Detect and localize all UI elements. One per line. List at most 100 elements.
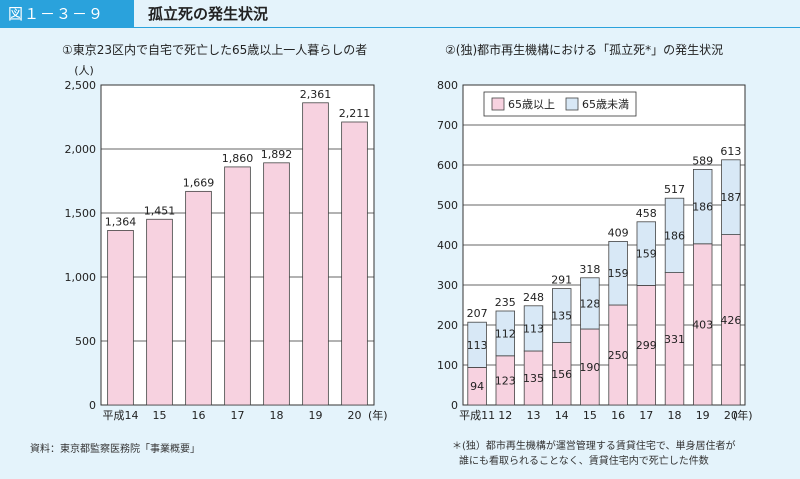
chart1-bar (185, 190, 212, 406)
chart1-bar (341, 121, 368, 406)
chart2-value-label-65-over: 426 (720, 314, 741, 327)
chart1-ytick-label: 500 (75, 335, 96, 348)
chart2-value-label-65-under: 135 (551, 310, 572, 323)
chart2-bar-65-under (551, 288, 572, 344)
chart2-value-label-65-under: 112 (495, 327, 516, 340)
chart2-value-label-65-over: 94 (470, 380, 484, 393)
chart2-bar-65-under (636, 221, 657, 286)
chart2-total-label: 207 (467, 307, 488, 320)
chart2-total-label: 613 (720, 145, 741, 158)
chart2-xtick-label: 20 (724, 409, 738, 422)
chart2-value-label-65-over: 156 (551, 368, 572, 381)
chart1-ytick-label: 2,500 (65, 79, 97, 92)
chart2-xtick-label: 14 (555, 409, 569, 422)
chart1-xtick-label: 19 (309, 409, 323, 422)
chart1-xunit: (年) (368, 408, 388, 422)
chart2-value-label-65-under: 128 (579, 297, 600, 310)
chart2-value-label-65-over: 331 (664, 333, 685, 346)
chart2-value-label-65-over: 403 (692, 318, 713, 331)
chart2-value-label-65-over: 190 (579, 361, 600, 374)
chart2-value-label-65-over: 299 (636, 339, 657, 352)
chart2-legend-swatch-65-under (565, 97, 579, 111)
chart1-value-label: 2,211 (339, 107, 371, 120)
chart1-xtick-label: 16 (192, 409, 206, 422)
chart2-ytick-label: 100 (437, 359, 458, 372)
chart1-value-label: 2,361 (300, 88, 332, 101)
chart2-value-label-65-over: 250 (608, 349, 629, 362)
chart1-ytick-label: 1,000 (65, 271, 97, 284)
figure-header: 図１－３－９ 孤立死の発生状況 (0, 0, 800, 28)
chart2-xtick-label: 19 (696, 409, 710, 422)
chart1-value-label: 1,860 (222, 152, 254, 165)
chart1-xtick-label: 18 (270, 409, 284, 422)
chart1-ytick-label: 2,000 (65, 143, 97, 156)
chart2-ytick-label: 600 (437, 159, 458, 172)
chart2-title: ②(独)都市再生機構における「孤立死*」の発生状況 (445, 43, 724, 57)
chart1-ylabel: (人) (74, 64, 94, 77)
chart2-bar-65-under (580, 277, 600, 330)
chart2-total-label: 235 (495, 296, 516, 309)
chart2-xtick-label: 17 (639, 409, 653, 422)
chart2-xtick-label: 12 (498, 409, 512, 422)
chart1-ytick-label: 0 (89, 399, 96, 412)
chart1-value-label: 1,892 (261, 148, 293, 161)
chart2-ytick-label: 800 (437, 79, 458, 92)
chart2-xtick-label: 15 (583, 409, 597, 422)
chart2-ytick-label: 700 (437, 119, 458, 132)
chart1-bar (146, 218, 173, 406)
source-note: 資料：東京都監察医務院「事業概要」 (30, 444, 200, 455)
figure-label: 図１－３－９ (0, 0, 134, 28)
chart1-value-label: 1,451 (144, 204, 176, 217)
figure-title: 孤立死の発生状況 (148, 5, 269, 23)
chart2-total-label: 589 (692, 154, 713, 167)
footnote-line-2: 誰にも看取られることなく、賃貸住宅内で死亡した件数 (459, 456, 709, 467)
chart2-ytick-label: 200 (437, 319, 458, 332)
chart1-xtick-label: 15 (153, 409, 167, 422)
chart2-bar-65-under (523, 305, 544, 352)
chart1-xtick-label: 平成14 (103, 409, 139, 422)
chart2-bar-65-under (608, 240, 628, 306)
chart2-value-label-65-under: 187 (720, 191, 741, 204)
chart1-svg: 0 500 1,000 1,500 2,000 2,500 (人) 1,364 平成14 1,45… (65, 64, 388, 422)
chart2-bar-65-under (721, 159, 741, 236)
chart1-value-label: 1,669 (183, 176, 215, 189)
chart2-total-label: 409 (608, 226, 629, 239)
chart2-legend-swatch-65-over (491, 97, 505, 111)
chart2-legend-box (483, 91, 637, 117)
chart1-bar (224, 166, 251, 406)
chart2-value-label-65-under: 186 (664, 229, 685, 242)
chart2-xunit: (年) (733, 408, 753, 422)
chart2-value-label-65-under: 113 (523, 322, 544, 335)
chart2-ytick-label: 400 (437, 239, 458, 252)
chart1-bar (302, 102, 329, 406)
chart2-legend-label-65-over: 65歳以上 (508, 98, 555, 111)
chart2-value-label-65-under: 186 (692, 201, 713, 214)
chart1-title: ①東京23区内で自宅で死亡した65歳以上一人暮らしの者 (62, 43, 368, 57)
chart2-ytick-label: 0 (451, 399, 458, 412)
chart2-total-label: 458 (636, 207, 657, 220)
chart2-value-label-65-under: 159 (636, 248, 657, 261)
chart2-total-label: 248 (523, 291, 544, 304)
chart2-xtick-label: 13 (527, 409, 541, 422)
chart1-xtick-label: 20 (348, 409, 362, 422)
chart2-bar-65-under (664, 197, 685, 273)
chart2-value-label-65-over: 135 (523, 372, 544, 385)
chart2-total-label: 318 (579, 263, 600, 276)
chart1-bar (263, 162, 290, 406)
chart1-ytick-label: 1,500 (65, 207, 97, 220)
chart2-xtick-label: 16 (611, 409, 625, 422)
chart2-bar-65-under (467, 321, 487, 368)
chart2-ytick-label: 300 (437, 279, 458, 292)
chart2-value-label-65-over: 123 (495, 374, 516, 387)
chart2-value-label-65-under: 159 (608, 267, 629, 280)
chart2-xtick-label: 平成11 (459, 409, 495, 422)
chart1-value-label: 1,364 (105, 215, 137, 228)
chart2-total-label: 291 (551, 274, 572, 287)
chart1-xtick-label: 17 (231, 409, 245, 422)
chart2-value-label-65-under: 113 (467, 339, 488, 352)
chart2-legend-label-65-under: 65歳未満 (582, 98, 629, 111)
chart2-ytick-label: 500 (437, 199, 458, 212)
chart2-bar-65-under (692, 168, 713, 245)
chart1-bar (107, 230, 134, 406)
